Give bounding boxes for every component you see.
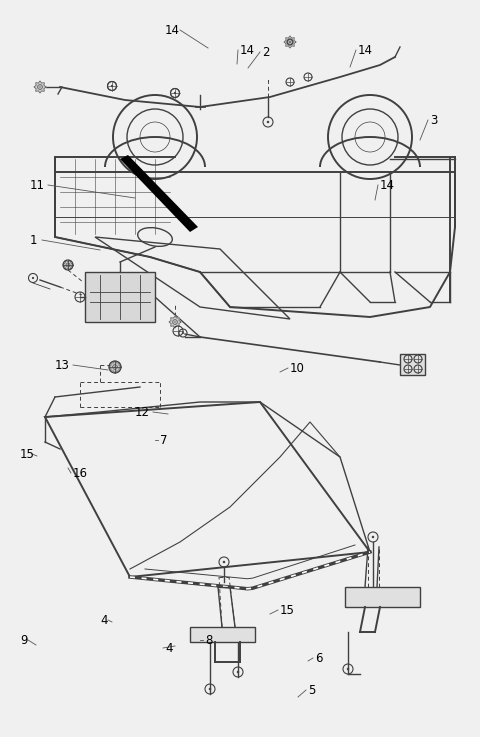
- Text: 16: 16: [73, 467, 88, 480]
- Text: 8: 8: [205, 634, 212, 646]
- Circle shape: [174, 92, 176, 94]
- Polygon shape: [120, 155, 198, 232]
- Polygon shape: [169, 316, 181, 328]
- Circle shape: [209, 688, 211, 691]
- Text: 7: 7: [160, 433, 168, 447]
- Text: 10: 10: [290, 362, 305, 374]
- Text: 11: 11: [30, 178, 45, 192]
- Text: 12: 12: [135, 405, 150, 419]
- Circle shape: [111, 85, 113, 87]
- Text: 14: 14: [165, 24, 180, 37]
- Polygon shape: [190, 627, 255, 642]
- Circle shape: [32, 277, 34, 279]
- Polygon shape: [345, 587, 420, 607]
- Circle shape: [223, 561, 225, 563]
- Text: 15: 15: [280, 604, 295, 616]
- Text: 15: 15: [20, 447, 35, 461]
- Text: 6: 6: [315, 652, 323, 665]
- Circle shape: [237, 671, 239, 674]
- Polygon shape: [34, 81, 46, 93]
- Circle shape: [267, 121, 269, 123]
- Polygon shape: [85, 272, 155, 322]
- Polygon shape: [63, 261, 73, 269]
- Text: 14: 14: [358, 43, 373, 57]
- Text: 1: 1: [30, 234, 37, 246]
- Text: 4: 4: [165, 641, 172, 654]
- Polygon shape: [400, 354, 425, 375]
- Text: 5: 5: [308, 683, 315, 696]
- Circle shape: [289, 41, 291, 43]
- Text: 14: 14: [240, 43, 255, 57]
- Text: 3: 3: [430, 113, 437, 127]
- Circle shape: [372, 536, 374, 538]
- Text: 13: 13: [55, 358, 70, 371]
- Polygon shape: [109, 361, 121, 373]
- Circle shape: [182, 332, 184, 334]
- Text: 14: 14: [380, 178, 395, 192]
- Circle shape: [347, 668, 349, 670]
- Text: 4: 4: [100, 613, 108, 626]
- Polygon shape: [284, 36, 296, 48]
- Text: 2: 2: [262, 46, 269, 58]
- Text: 9: 9: [20, 634, 27, 646]
